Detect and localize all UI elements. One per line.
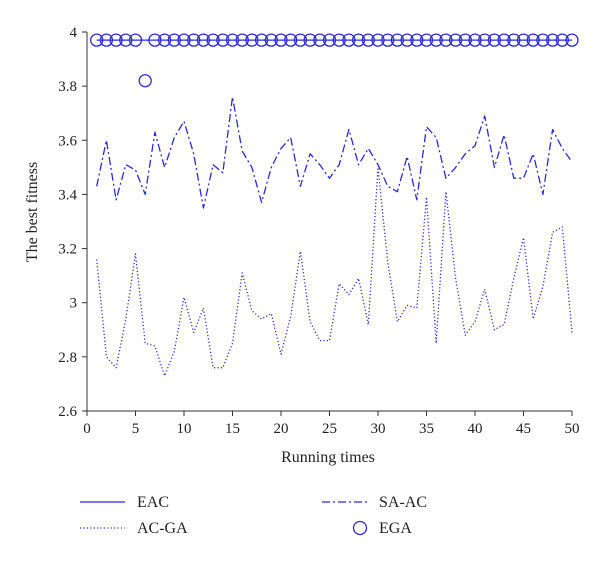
point-ega <box>555 33 569 47</box>
legend-label-ega: EGA <box>379 520 412 537</box>
point-ega <box>293 33 308 47</box>
point-ega <box>235 33 249 47</box>
point-ega <box>381 33 395 47</box>
legend: EAC AC-GA SA-AC EGA <box>80 494 427 537</box>
x-tick-label: 5 <box>132 421 140 437</box>
plot-area <box>90 33 579 377</box>
point-ega <box>429 33 443 47</box>
point-ega <box>545 33 560 47</box>
point-ega <box>439 33 453 47</box>
point-ega <box>468 33 482 47</box>
point-ega <box>119 33 133 47</box>
point-ega <box>206 33 220 47</box>
x-axis-title: Running times <box>281 449 375 466</box>
point-ega <box>109 33 123 47</box>
y-tick-label: 2.8 <box>58 350 77 366</box>
x-tick-label: 45 <box>516 421 531 437</box>
point-ega <box>410 33 424 47</box>
x-tick-label: 40 <box>468 421 483 437</box>
point-ega <box>128 33 143 47</box>
point-ega <box>264 33 278 47</box>
legend-label-ac-ga: AC-GA <box>137 520 188 537</box>
legend-label-sa-ac: SA-AC <box>379 494 427 511</box>
point-ega <box>419 33 434 47</box>
point-ega <box>313 33 327 47</box>
point-ega <box>332 33 346 47</box>
point-ega <box>196 33 211 47</box>
x-tick-label: 30 <box>371 421 386 437</box>
point-ega <box>361 33 375 47</box>
point-ega <box>187 33 201 47</box>
point-ega <box>274 33 288 47</box>
point-ega <box>216 33 230 47</box>
axes: 0 5 10 15 20 25 30 35 40 45 50 2.6 2.8 3 3.2 3.4 3.6 3.8 4 <box>58 25 579 437</box>
point-ega <box>526 33 540 47</box>
point-ega <box>342 33 356 47</box>
point-ega <box>167 33 181 47</box>
y-tick-label: 3.2 <box>58 242 77 258</box>
x-tick-label: 0 <box>83 421 91 437</box>
series-sa-ac <box>96 96 573 209</box>
point-ega <box>322 33 337 47</box>
point-ega <box>177 33 191 47</box>
point-ega <box>565 33 579 47</box>
legend-label-eac: EAC <box>137 494 169 511</box>
x-tick-label: 10 <box>177 421 192 437</box>
y-tick-label: 3 <box>70 296 78 312</box>
x-tick-label: 35 <box>419 421 434 437</box>
y-tick-label: 3.6 <box>58 133 77 149</box>
point-ega <box>245 33 259 47</box>
point-ega <box>478 33 492 47</box>
x-tick-label: 15 <box>225 421 240 437</box>
point-ega <box>458 33 472 47</box>
series-ac-ga <box>96 166 573 377</box>
point-ega <box>90 33 104 47</box>
point-ega <box>351 33 366 47</box>
y-tick-label: 3.4 <box>58 187 77 203</box>
y-tick-label: 3.8 <box>58 79 77 95</box>
point-ega <box>536 33 550 47</box>
point-ega <box>254 33 269 47</box>
point-ega <box>497 33 511 47</box>
point-ega <box>448 33 463 47</box>
x-tick-label: 25 <box>322 421 337 437</box>
x-tick-label: 20 <box>274 421 289 437</box>
point-ega <box>487 33 502 47</box>
x-tick-label: 50 <box>565 421 580 437</box>
point-ega <box>371 33 385 47</box>
point-ega <box>99 33 114 47</box>
point-ega <box>157 33 172 47</box>
point-ega <box>400 33 414 47</box>
point-ega <box>148 33 162 47</box>
y-axis-title: The best fitness <box>24 162 41 262</box>
point-ega <box>225 33 240 47</box>
point-ega <box>303 33 317 47</box>
legend-marker-ega <box>352 520 368 536</box>
point-ega <box>516 33 531 47</box>
y-tick-label: 4 <box>70 25 78 41</box>
point-ega <box>138 74 152 88</box>
y-tick-label: 2.6 <box>58 404 77 420</box>
point-ega <box>507 33 521 47</box>
point-ega <box>284 33 298 47</box>
point-ega <box>390 33 405 47</box>
